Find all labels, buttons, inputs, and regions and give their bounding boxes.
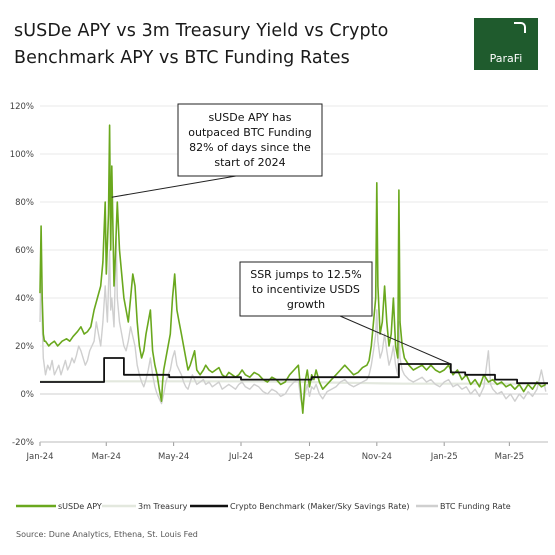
chart-title-line-1: sUSDe APY vs 3m Treasury Yield vs Crypto xyxy=(14,21,389,41)
x-tick-label: Jan-24 xyxy=(26,452,54,462)
series-3m-treasury xyxy=(40,380,548,385)
y-tick-label: 0% xyxy=(21,390,35,400)
y-tick-label: -20% xyxy=(12,438,34,448)
series-btc-funding-rate xyxy=(39,237,547,410)
x-tick-label: Jan-25 xyxy=(430,452,458,462)
y-tick-label: 100% xyxy=(10,150,34,160)
annotation-2-box xyxy=(239,261,373,317)
series-crypto-benchmark xyxy=(40,357,548,385)
logo-text: ParaFi xyxy=(489,52,523,65)
y-tick-label: 120% xyxy=(10,102,34,112)
annotation-1-pointer xyxy=(111,175,237,198)
source-note: Source: Dune Analytics, Ethena, St. Loui… xyxy=(16,530,198,539)
chart-title-line-2: Benchmark APY vs BTC Funding Rates xyxy=(14,48,350,68)
logo-mark-icon xyxy=(514,22,526,33)
x-tick-label: Nov-24 xyxy=(362,452,392,462)
annotation-2-text: growth xyxy=(287,298,325,311)
y-tick-label: 60% xyxy=(15,246,34,256)
y-tick-label: 80% xyxy=(15,198,34,208)
chart-title: sUSDe APY vs 3m Treasury Yield vs Crypto… xyxy=(14,18,454,72)
annotation-1-text: outpaced BTC Funding xyxy=(188,126,312,139)
annotation-2-text: SSR jumps to 12.5% xyxy=(250,268,362,281)
annotation-1-text: 82% of days since the xyxy=(189,141,311,154)
annotation-2-text: to incentivize USDS xyxy=(252,283,360,296)
legend: sUSDe APY 3m Treasury Crypto Benchmark (Ma… xyxy=(16,502,511,511)
annotation-1-text: start of 2024 xyxy=(214,156,285,169)
annotation-2-pointer xyxy=(339,315,452,365)
parafi-logo: ParaFi xyxy=(474,18,538,70)
legend-label: sUSDe APY xyxy=(58,502,102,511)
annotation-1-box xyxy=(177,103,323,177)
legend-label: Crypto Benchmark (Maker/Sky Savings Rate… xyxy=(230,502,410,511)
x-tick-label: Sep-24 xyxy=(295,452,325,462)
x-tick-label: Mar-25 xyxy=(495,452,524,462)
x-tick-label: May-24 xyxy=(158,452,189,462)
legend-label: 3m Treasury xyxy=(138,502,188,511)
x-tick-label: Mar-24 xyxy=(92,452,121,462)
legend-label: BTC Funding Rate xyxy=(440,502,511,511)
series-susde-apy xyxy=(39,124,547,414)
y-tick-label: 40% xyxy=(15,294,34,304)
x-tick-label: Jul-24 xyxy=(228,452,253,462)
annotation-1-text: sUSDe APY has xyxy=(208,111,291,124)
y-tick-label: 20% xyxy=(15,342,34,352)
